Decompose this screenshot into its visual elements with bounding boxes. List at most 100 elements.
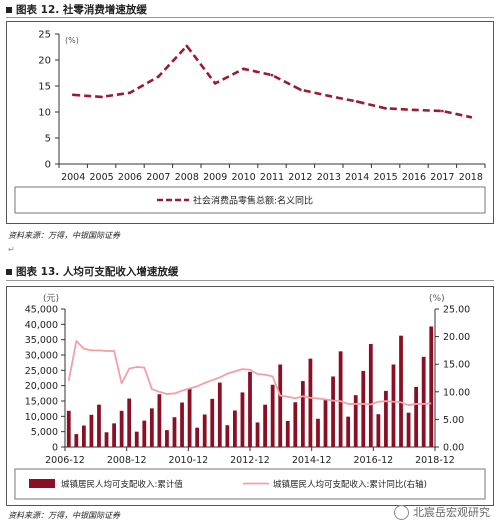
income-bar	[293, 402, 298, 447]
x-tick-label: 2016	[402, 172, 426, 183]
income-bar	[149, 408, 154, 447]
legend-box	[14, 186, 486, 214]
income-bar	[187, 388, 192, 447]
left-tick-label: 5,000	[31, 427, 58, 438]
x-tick-label: 2007	[146, 172, 170, 183]
y-tick-label: 15	[38, 82, 51, 93]
income-bar	[399, 335, 403, 447]
income-bar	[285, 420, 290, 447]
legend-label-line: 城镇居民人均可支配收入:累计同比(右轴)	[273, 479, 427, 490]
income-bar	[157, 394, 162, 447]
right-tick-label: 10.00	[443, 387, 470, 398]
data-point	[185, 44, 189, 48]
y-unit-label: (%)	[65, 36, 79, 45]
income-bar	[89, 414, 94, 447]
data-point	[128, 91, 132, 95]
figure-12-title: 图表 12. 社零消费增速放缓	[6, 2, 147, 17]
watermark: 北宸岳宏观研究	[394, 504, 490, 520]
left-unit-label: (元)	[43, 294, 59, 304]
right-tick-label: 25.00	[443, 305, 470, 316]
income-bar	[74, 434, 79, 447]
income-bar	[210, 398, 215, 447]
income-bar	[134, 431, 139, 447]
income-bar	[391, 364, 396, 447]
income-bar	[233, 410, 237, 447]
y-tick-label: 5	[45, 134, 51, 145]
x-tick-label: 2018-12	[415, 455, 455, 466]
income-bar	[180, 402, 184, 447]
right-tick-label: 5.00	[443, 415, 464, 426]
x-tick-label: 2017	[430, 172, 454, 183]
y-tick-label: 0	[45, 160, 51, 171]
left-tick-label: 10,000	[25, 412, 58, 423]
data-point	[441, 109, 444, 113]
income-bar	[104, 432, 109, 447]
figure-13-panel: 0 5,000 10,000 15,000 20,000 25,000 30,000 35,0…	[6, 286, 494, 506]
title-rule	[6, 280, 494, 281]
y-tick-label: 20	[38, 56, 51, 67]
income-bar	[97, 404, 101, 447]
left-tick-label: 30,000	[25, 351, 58, 362]
income-bar	[240, 392, 245, 447]
right-unit-label: (%)	[429, 294, 445, 304]
income-bar	[255, 422, 260, 447]
income-bar	[421, 356, 426, 447]
x-tick-label: 2014-12	[292, 455, 332, 466]
data-point	[100, 95, 103, 99]
x-tick-label: 2005	[90, 172, 114, 183]
left-tick-label: 45,000	[25, 305, 58, 316]
data-point	[157, 75, 160, 78]
left-tick-label: 20,000	[25, 381, 58, 392]
x-tick-label: 2014	[345, 172, 369, 183]
income-bar	[429, 326, 434, 447]
x-tick-label: 2012-12	[230, 455, 270, 466]
income-bar	[248, 371, 252, 447]
income-bar	[368, 343, 373, 447]
income-bar	[81, 425, 86, 447]
x-tick-label: 2008	[175, 172, 199, 183]
income-bar	[338, 351, 343, 447]
figure-13-chart: 0 5,000 10,000 15,000 20,000 25,000 30,000 35,0…	[14, 294, 486, 500]
data-point	[242, 67, 245, 71]
title-marker-icon	[6, 269, 12, 275]
income-bar	[119, 410, 124, 447]
y-tick-label: 10	[38, 108, 51, 119]
data-point	[213, 82, 217, 85]
income-bar	[406, 412, 411, 447]
x-tick-label: 2016-12	[353, 455, 393, 466]
income-bar	[270, 384, 275, 447]
data-point	[327, 94, 331, 98]
x-tick-label: 2008-12	[107, 455, 147, 466]
income-bar	[278, 364, 283, 447]
left-tick-label: 40,000	[25, 320, 58, 331]
legend-swatch-bar	[29, 479, 55, 488]
right-tick-label: 20.00	[443, 332, 470, 343]
income-bar	[195, 427, 200, 447]
income-bar	[202, 414, 207, 447]
income-bar	[308, 358, 313, 447]
income-bar	[142, 420, 147, 447]
left-tick-label: 0	[52, 443, 58, 454]
data-point	[355, 100, 359, 103]
series-line	[73, 44, 472, 119]
legend-label: 社会消费品零售总额:名义同比	[193, 195, 313, 207]
x-tick-label: 2006-12	[45, 455, 85, 466]
income-bar	[66, 410, 71, 447]
x-tick-label: 2009	[203, 172, 227, 183]
growth-line	[67, 340, 432, 406]
data-point	[412, 108, 416, 112]
income-bar	[127, 398, 132, 447]
paragraph-mark: ↵	[8, 245, 15, 254]
income-bar	[225, 425, 230, 447]
title-marker-icon	[6, 7, 12, 13]
data-point	[270, 73, 274, 77]
right-tick-label: 15.00	[443, 360, 470, 371]
x-tick-label: 2011	[260, 172, 284, 183]
title-rule	[6, 17, 494, 18]
figure-12-panel: 0 5 10 15 20 25 (%) 2004 2005 2006 2007 2008 2009 201…	[6, 21, 494, 224]
figure-12-source: 资料来源：万得，中银国际证券	[8, 231, 120, 240]
income-bar	[300, 381, 305, 447]
right-tick-label: 0.00	[443, 443, 464, 454]
income-bar	[316, 418, 320, 447]
x-tick-label: 2015	[374, 172, 398, 183]
